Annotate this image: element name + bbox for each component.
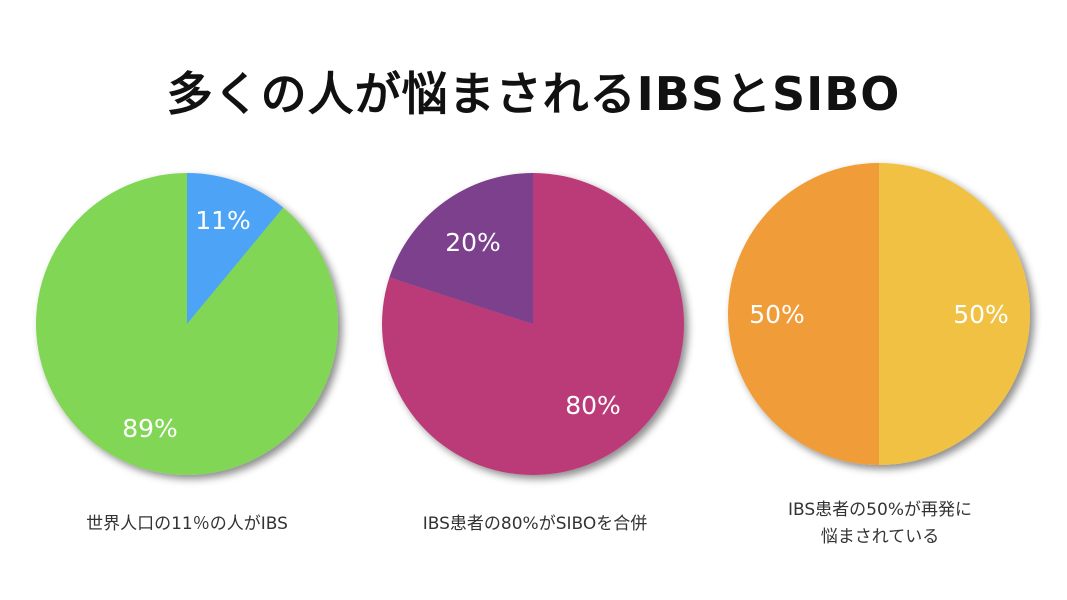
pie-slices — [728, 163, 1030, 465]
caption-line-0: IBS患者の50%が再発に — [788, 500, 972, 520]
slice-label-1: 50% — [749, 300, 805, 329]
caption-line-0: IBS患者の80%がSIBOを合併 — [422, 514, 648, 534]
slice-label-0: 80% — [565, 391, 621, 420]
slice-label-1: 89% — [122, 414, 178, 443]
caption-relapse: IBS患者の50%が再発に 悩まされている — [720, 497, 1040, 551]
slice-label-0: 50% — [953, 300, 1009, 329]
pie-slice-1 — [728, 163, 879, 465]
pie-slice-0 — [187, 173, 284, 324]
caption-line-0: 世界人口の11％の人がIBS — [86, 514, 288, 534]
pie-chart-ibs-prevalence: 11% 89% — [36, 173, 339, 475]
caption-ibs-prevalence: 世界人口の11％の人がIBS — [27, 511, 347, 538]
pie-slices — [382, 173, 685, 475]
caption-line-1: 悩まされている — [820, 527, 940, 547]
slice-label-0: 11% — [195, 206, 251, 235]
caption-sibo-comorbidity: IBS患者の80%がSIBOを合併 — [375, 511, 695, 538]
pie-slice-1 — [389, 173, 533, 324]
pie-slices — [36, 173, 339, 475]
pie-chart-sibo-comorbidity: 80% 20% — [382, 173, 685, 475]
pie-slice-1 — [36, 173, 339, 475]
slice-label-1: 20% — [445, 228, 501, 257]
pie-slice-0 — [879, 163, 1030, 465]
pie-chart-relapse: 50% 50% — [728, 163, 1030, 465]
page-title: 多くの人が悩まされるIBSとSIBO — [166, 67, 901, 121]
